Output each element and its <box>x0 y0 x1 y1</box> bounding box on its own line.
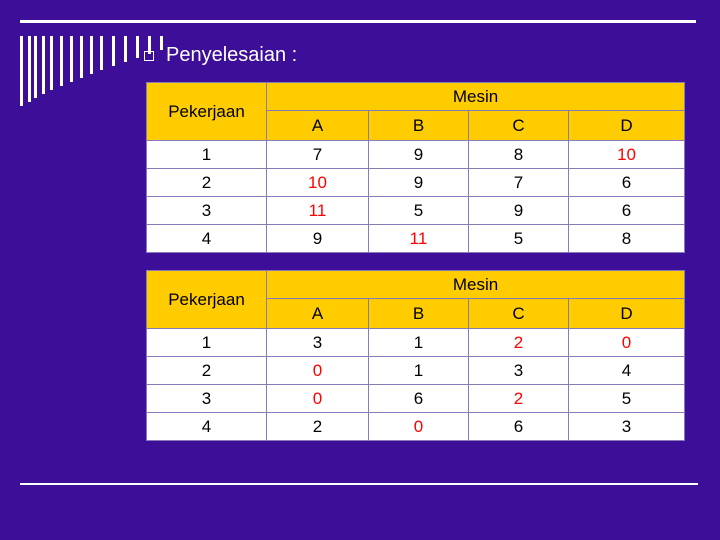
decorative-bar <box>136 36 139 58</box>
row-header: Pekerjaan <box>168 101 245 121</box>
table-cell: 9 <box>266 224 369 253</box>
column-header-a: A <box>266 110 369 141</box>
decorative-bar <box>42 36 45 94</box>
table-cell: 1 <box>368 356 469 385</box>
decorative-bar <box>124 36 127 62</box>
hollow-square-bullet-icon <box>144 50 154 61</box>
column-header-d: D <box>567 110 686 141</box>
decorative-bar <box>148 36 151 54</box>
table-cell: 3 <box>266 328 369 357</box>
column-header-a: A <box>266 298 369 329</box>
column-header-b: B <box>368 298 469 329</box>
decorative-bar <box>70 36 73 82</box>
column-header-c: C <box>468 110 569 141</box>
table-cell: 3 <box>567 412 686 441</box>
group-header-cell: Mesin <box>265 82 686 111</box>
slide-heading: Penyelesaian : <box>144 44 297 67</box>
row-header-cell: Pekerjaan <box>146 270 267 329</box>
table-cell: 7 <box>266 140 369 169</box>
table-cell: 5 <box>468 224 569 253</box>
table-cell: 2 <box>468 384 569 413</box>
row-label: 1 <box>146 328 267 357</box>
decorative-bar <box>160 36 163 50</box>
table-cell: 9 <box>368 140 469 169</box>
table-cell: 0 <box>266 384 369 413</box>
table-cell: 0 <box>266 356 369 385</box>
table-cell: 8 <box>468 140 569 169</box>
row-label: 2 <box>146 168 267 197</box>
decorative-bar <box>28 36 31 102</box>
table-row: 1 7 9 8 10 <box>146 140 686 169</box>
table-cell: 2 <box>468 328 569 357</box>
table-cell: 5 <box>567 384 686 413</box>
decorative-bar <box>80 36 83 78</box>
table-cell: 6 <box>468 412 569 441</box>
table-cell: 2 <box>266 412 369 441</box>
table-cell: 4 <box>567 356 686 385</box>
group-header: Mesin <box>452 86 499 106</box>
table-cell: 6 <box>368 384 469 413</box>
table-cell: 5 <box>368 196 469 225</box>
table-row: 2 10 9 7 6 <box>146 168 686 197</box>
column-header-d: D <box>567 298 686 329</box>
table-cell: 11 <box>266 196 369 225</box>
table-cell: 10 <box>266 168 369 197</box>
table-row: 4 9 11 5 8 <box>146 224 686 253</box>
table-cell: 6 <box>567 196 686 225</box>
group-header-cell: Mesin <box>265 270 686 299</box>
decorative-bar <box>50 36 53 90</box>
row-label: 1 <box>146 140 267 169</box>
decorative-bar <box>112 36 115 66</box>
table-cell: 7 <box>468 168 569 197</box>
table-cell: 9 <box>468 196 569 225</box>
row-header: Pekerjaan <box>168 289 245 309</box>
decorative-bar <box>90 36 93 74</box>
bottom-rule <box>20 483 698 485</box>
assignment-table-original: Pekerjaan Mesin A B C D 1 7 9 8 10 2 10 9 7 6 3 11 5… <box>146 82 686 253</box>
row-label: 2 <box>146 356 267 385</box>
row-label: 3 <box>146 196 267 225</box>
table-cell: 8 <box>567 224 686 253</box>
group-header: Mesin <box>452 274 499 294</box>
table-cell: 1 <box>368 328 469 357</box>
table-cell: 0 <box>567 328 686 357</box>
row-label: 3 <box>146 384 267 413</box>
column-header-c: C <box>468 298 569 329</box>
decorative-bar <box>34 36 37 98</box>
row-label: 4 <box>146 224 267 253</box>
decorative-bar <box>20 36 23 106</box>
table-cell: 9 <box>368 168 469 197</box>
decorative-bar <box>100 36 103 70</box>
row-label: 4 <box>146 412 267 441</box>
table-cell: 6 <box>567 168 686 197</box>
row-header-cell: Pekerjaan <box>146 82 267 141</box>
column-header-b: B <box>368 110 469 141</box>
table-cell: 11 <box>368 224 469 253</box>
top-rule <box>20 20 696 23</box>
heading-title: Penyelesaian : <box>166 44 298 66</box>
table-cell: 10 <box>567 140 686 169</box>
table-row: 3 11 5 9 6 <box>146 196 686 225</box>
table-cell: 0 <box>368 412 469 441</box>
table-cell: 3 <box>468 356 569 385</box>
decorative-bar <box>60 36 63 86</box>
